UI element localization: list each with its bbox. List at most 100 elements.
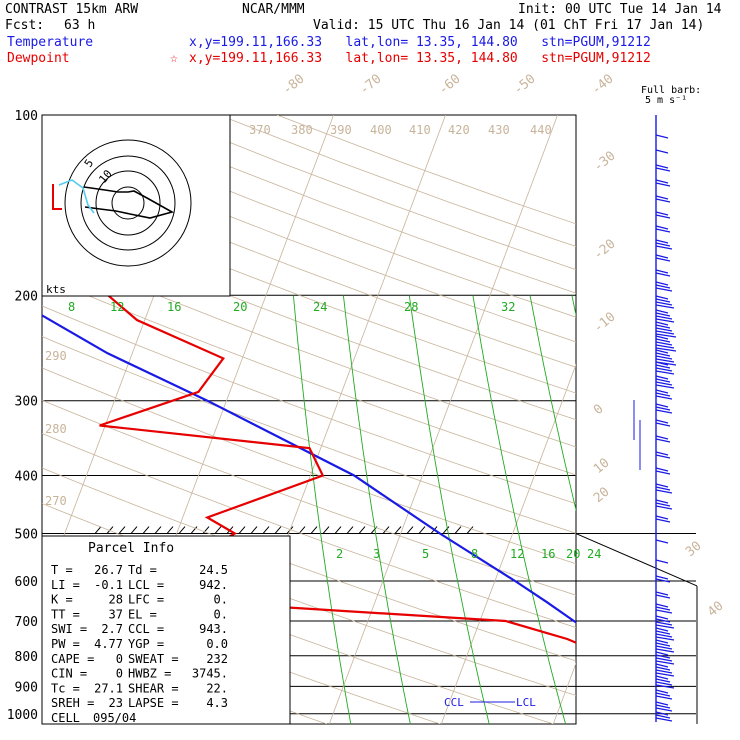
theta-label: 410	[409, 123, 431, 137]
wind-barb	[655, 225, 669, 230]
wind-barb	[655, 630, 671, 635]
wind-barb	[655, 559, 669, 564]
dry-adiabat	[42, 164, 576, 368]
isotherm-label: -20	[591, 236, 619, 263]
wind-barb	[655, 467, 669, 472]
wind-barb	[655, 409, 673, 414]
dry-adiabat	[42, 218, 576, 421]
wind-barb	[655, 179, 669, 184]
parcel-label: SREH =	[51, 696, 94, 710]
isotherm-label: 40	[705, 599, 727, 621]
hatch-mark	[190, 526, 198, 534]
lcl-marker: LCL	[516, 696, 536, 709]
wind-barb	[655, 242, 671, 247]
theta-label: 400	[370, 123, 392, 137]
parcel-label: TT =	[51, 607, 80, 621]
parcel-value: 942.	[199, 578, 228, 592]
parcel-label: LFC =	[128, 593, 164, 607]
wind-barb	[655, 672, 675, 677]
wind-barb	[655, 483, 669, 488]
parcel-info-box	[41, 535, 291, 725]
hodograph-trace	[83, 186, 175, 219]
mixing-ratio-line	[292, 295, 352, 724]
wind-barb	[655, 392, 671, 397]
wind-barb	[655, 358, 675, 363]
wind-barb	[655, 384, 675, 389]
parcel-value: 232	[206, 652, 228, 666]
wind-barb	[655, 633, 673, 638]
isotherm	[665, 115, 740, 724]
wind-barb	[655, 695, 673, 700]
hodograph-trace-red	[52, 184, 62, 210]
theta-label: 270	[45, 494, 67, 508]
wind-barb	[655, 711, 669, 716]
isotherm-label: 30	[683, 539, 705, 561]
hatch-mark	[298, 526, 306, 534]
hodograph-trace-low	[58, 179, 95, 214]
hatch-mark	[202, 526, 210, 534]
mixing-ratio-line	[342, 295, 411, 724]
wind-barb	[655, 389, 669, 394]
hatch-mark	[442, 526, 450, 534]
mixing-ratio-label: 8	[68, 300, 75, 314]
parcel-label: CELL	[51, 711, 80, 725]
wind-barb	[655, 609, 673, 614]
parcel-label: HWBZ =	[128, 667, 171, 681]
isotherm-label: -10	[591, 309, 619, 336]
parcel-label: Tc =	[51, 681, 80, 695]
hatch-mark	[262, 526, 270, 534]
mixing-ratio-label: 8	[471, 547, 478, 561]
isotherm-label: 0	[591, 402, 607, 419]
wind-barb	[655, 499, 669, 504]
mixing-ratio-label: 16	[167, 300, 181, 314]
mixing-ratio-label: 12	[510, 547, 524, 561]
wind-barb	[655, 347, 677, 352]
wind-barb	[655, 211, 669, 216]
parcel-value: 0.	[214, 607, 228, 621]
hatch-mark	[130, 526, 138, 534]
parcel-value: 22.	[206, 681, 228, 695]
theta-label: 290	[45, 349, 67, 363]
wind-barb	[655, 539, 669, 544]
wind-barb	[655, 419, 669, 424]
wind-barb	[655, 648, 675, 653]
hodograph-ring	[111, 186, 145, 220]
wind-barb	[655, 324, 671, 329]
wind-barb	[655, 603, 669, 608]
wind-barb	[655, 422, 671, 427]
mixing-ratio-label: 28	[404, 300, 418, 314]
dry-adiabat	[42, 467, 576, 662]
wind-barb	[655, 195, 669, 200]
wind-barb	[655, 486, 671, 491]
wind-barb	[655, 621, 673, 626]
isotherm	[552, 662, 576, 724]
dry-adiabat	[276, 115, 576, 225]
wind-barb	[655, 505, 673, 510]
wind-barb	[655, 295, 669, 300]
pressure-tick-label: 1000	[7, 708, 38, 723]
wind-barb	[655, 636, 675, 641]
wind-barb	[655, 327, 673, 332]
barb-panel-edge	[575, 533, 698, 587]
wind-barb	[655, 321, 669, 326]
parcel-label: K =	[51, 593, 73, 607]
wind-barb	[655, 198, 671, 203]
model-title: CONTRAST 15km ARW	[5, 2, 139, 17]
mixing-ratio-label: 24	[587, 547, 601, 561]
wind-barb	[655, 707, 673, 712]
pressure-tick-label: 200	[15, 289, 38, 304]
parcel-value: 0.	[214, 593, 228, 607]
wind-barb	[655, 403, 669, 408]
isotherm-label: -50	[511, 71, 539, 98]
wind-barb	[655, 284, 671, 289]
wind-barb	[655, 239, 669, 244]
isotherm-label: -30	[591, 148, 619, 175]
hatch-mark	[214, 526, 222, 534]
parcel-label: CCL =	[128, 622, 164, 636]
wind-barb	[655, 618, 671, 623]
hatch-mark	[394, 526, 402, 534]
fcst-label: Fcst:	[5, 18, 45, 33]
wind-barb	[655, 701, 669, 706]
theta-label: 390	[330, 123, 352, 137]
